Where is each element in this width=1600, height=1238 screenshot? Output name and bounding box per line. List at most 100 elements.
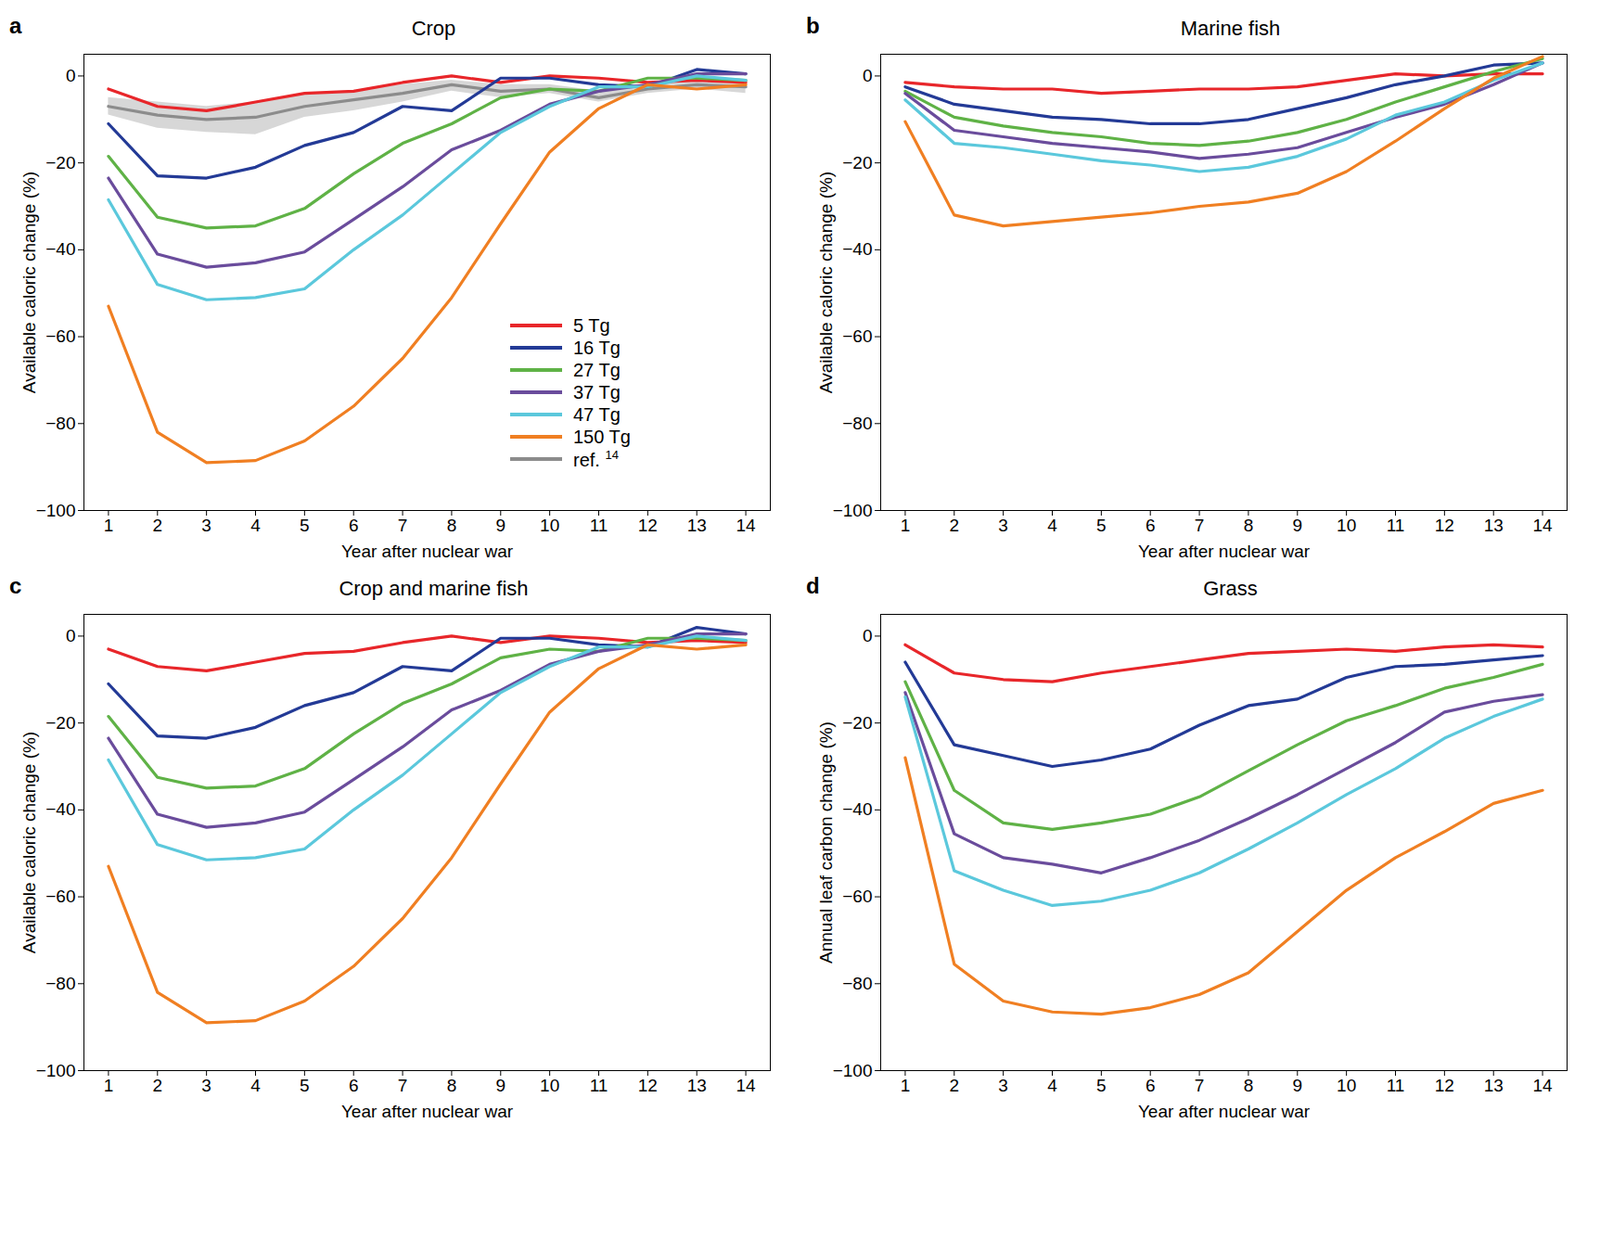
svg-text:4: 4 <box>250 515 261 536</box>
svg-text:2: 2 <box>152 515 163 536</box>
svg-text:0: 0 <box>862 626 873 646</box>
svg-text:14: 14 <box>1533 1075 1554 1096</box>
svg-text:6: 6 <box>1145 515 1156 536</box>
svg-text:−80: −80 <box>45 413 76 434</box>
svg-text:−100: −100 <box>832 1061 873 1081</box>
svg-text:−20: −20 <box>842 153 872 173</box>
svg-text:14: 14 <box>736 515 757 536</box>
svg-text:12: 12 <box>638 1075 658 1096</box>
svg-text:10: 10 <box>539 1075 560 1096</box>
svg-text:Available caloric change (%): Available caloric change (%) <box>19 171 39 394</box>
svg-text:Available caloric change (%): Available caloric change (%) <box>19 731 39 954</box>
html-text:150 Tg: 150 Tg <box>573 426 631 447</box>
svg-text:7: 7 <box>1194 515 1205 536</box>
svg-text:10: 10 <box>539 515 560 536</box>
html-text:ref.14: ref.14 <box>573 447 619 470</box>
svg-text:8: 8 <box>447 1075 458 1096</box>
svg-text:−40: −40 <box>45 799 76 820</box>
svg-text:11: 11 <box>589 515 609 536</box>
svg-text:2: 2 <box>948 515 960 536</box>
svg-text:Year after nuclear war: Year after nuclear war <box>1138 1101 1311 1122</box>
svg-text:10: 10 <box>1336 1075 1357 1096</box>
svg-text:3: 3 <box>201 515 212 536</box>
html-text:37 Tg: 37 Tg <box>573 381 621 403</box>
svg-text:14: 14 <box>736 1075 757 1096</box>
html-text:Crop: Crop <box>411 16 456 40</box>
svg-text:Annual leaf carbon change (%): Annual leaf carbon change (%) <box>816 721 836 964</box>
svg-text:0: 0 <box>65 626 77 646</box>
svg-text:−60: −60 <box>842 326 872 346</box>
svg-text:4: 4 <box>250 1075 261 1096</box>
svg-text:2: 2 <box>948 1075 960 1096</box>
html-text:b: b <box>806 12 820 39</box>
svg-text:−40: −40 <box>842 799 872 820</box>
svg-text:7: 7 <box>397 1075 409 1096</box>
svg-text:−80: −80 <box>45 973 76 994</box>
svg-text:5: 5 <box>299 1075 310 1096</box>
svg-text:9: 9 <box>1292 515 1303 536</box>
html-text:Marine fish: Marine fish <box>1180 16 1281 40</box>
html-text:5 Tg: 5 Tg <box>573 314 611 336</box>
svg-text:7: 7 <box>397 515 409 536</box>
svg-text:8: 8 <box>447 515 458 536</box>
svg-text:11: 11 <box>589 1075 609 1096</box>
svg-text:3: 3 <box>998 515 1009 536</box>
svg-text:11: 11 <box>1386 515 1406 536</box>
svg-text:−40: −40 <box>45 239 76 259</box>
svg-text:13: 13 <box>687 515 707 536</box>
svg-text:13: 13 <box>1484 1075 1504 1096</box>
svg-text:6: 6 <box>348 1075 359 1096</box>
svg-text:−20: −20 <box>842 713 872 733</box>
svg-text:10: 10 <box>1336 515 1357 536</box>
svg-text:Year after nuclear war: Year after nuclear war <box>341 1101 514 1122</box>
html-text:27 Tg: 27 Tg <box>573 359 621 380</box>
svg-text:−60: −60 <box>45 886 76 907</box>
svg-text:6: 6 <box>348 515 359 536</box>
svg-text:8: 8 <box>1243 515 1255 536</box>
svg-text:−80: −80 <box>842 973 872 994</box>
svg-text:−40: −40 <box>842 239 872 259</box>
svg-text:4: 4 <box>1047 1075 1058 1096</box>
svg-text:13: 13 <box>687 1075 707 1096</box>
html-text:16 Tg: 16 Tg <box>573 337 621 358</box>
svg-text:2: 2 <box>152 1075 163 1096</box>
svg-text:1: 1 <box>900 1075 911 1096</box>
html-text:47 Tg: 47 Tg <box>573 403 621 425</box>
svg-text:−100: −100 <box>832 500 873 521</box>
svg-text:−100: −100 <box>36 500 77 521</box>
svg-text:1: 1 <box>103 515 115 536</box>
html-text:Grass: Grass <box>1203 576 1258 601</box>
svg-text:Available caloric change (%): Available caloric change (%) <box>816 171 836 394</box>
svg-text:9: 9 <box>495 1075 506 1096</box>
svg-text:5: 5 <box>299 515 310 536</box>
svg-text:3: 3 <box>201 1075 212 1096</box>
svg-text:−60: −60 <box>45 326 76 346</box>
svg-text:0: 0 <box>65 65 77 86</box>
svg-text:−80: −80 <box>842 413 872 434</box>
svg-text:−100: −100 <box>36 1061 77 1081</box>
svg-text:12: 12 <box>638 515 658 536</box>
svg-text:0: 0 <box>862 65 873 86</box>
html-text:Crop and marine fish: Crop and marine fish <box>338 576 529 601</box>
svg-text:9: 9 <box>1292 1075 1303 1096</box>
svg-text:11: 11 <box>1386 1075 1406 1096</box>
svg-text:13: 13 <box>1484 515 1504 536</box>
svg-text:3: 3 <box>998 1075 1009 1096</box>
svg-text:1: 1 <box>103 1075 115 1096</box>
svg-text:4: 4 <box>1047 515 1058 536</box>
svg-text:Year after nuclear war: Year after nuclear war <box>341 541 514 562</box>
svg-text:5: 5 <box>1096 1075 1107 1096</box>
svg-text:1: 1 <box>900 515 911 536</box>
svg-text:12: 12 <box>1434 1075 1455 1096</box>
svg-text:−20: −20 <box>45 153 76 173</box>
svg-text:9: 9 <box>495 515 506 536</box>
svg-text:−20: −20 <box>45 713 76 733</box>
svg-text:−60: −60 <box>842 886 872 907</box>
svg-text:14: 14 <box>1533 515 1554 536</box>
svg-text:Year after nuclear war: Year after nuclear war <box>1138 541 1311 562</box>
svg-text:7: 7 <box>1194 1075 1205 1096</box>
svg-text:5: 5 <box>1096 515 1107 536</box>
svg-text:6: 6 <box>1145 1075 1156 1096</box>
svg-text:12: 12 <box>1434 515 1455 536</box>
svg-text:8: 8 <box>1243 1075 1255 1096</box>
